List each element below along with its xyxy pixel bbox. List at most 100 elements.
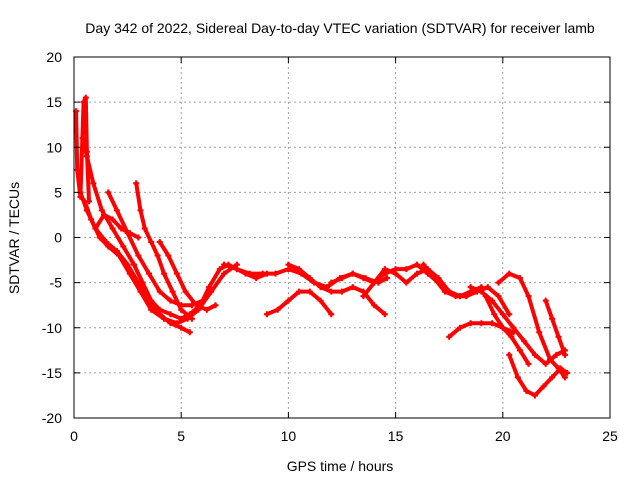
data-point-marker [328, 288, 335, 295]
data-point-marker [92, 225, 99, 232]
data-point-marker [489, 320, 496, 327]
series-line [286, 262, 387, 317]
data-point-marker [339, 288, 345, 295]
data-point-marker [495, 279, 502, 286]
data-point-marker [285, 261, 292, 268]
data-point-marker [414, 261, 421, 268]
data-point-marker [216, 266, 223, 273]
data-point-marker [371, 279, 378, 286]
data-point-marker [339, 275, 345, 282]
chart-title: Day 342 of 2022, Sidereal Day-to-day VTE… [85, 20, 595, 36]
data-point-marker [349, 270, 356, 277]
data-point-marker [431, 275, 438, 282]
data-point-marker [178, 324, 185, 331]
data-point-marker [221, 270, 228, 277]
data-point-marker [525, 360, 532, 367]
data-point-marker [555, 333, 562, 340]
data-point-marker [80, 99, 87, 106]
data-point-marker [148, 239, 155, 246]
series-sat-r [495, 270, 568, 381]
data-point-marker [169, 288, 176, 295]
data-point-marker [392, 270, 399, 277]
data-point-marker [173, 320, 180, 327]
y-tick-label: 5 [54, 184, 62, 200]
series-sat-t [542, 297, 568, 358]
data-point-marker [296, 288, 303, 295]
data-point-marker [521, 338, 528, 345]
data-point-marker [154, 252, 161, 259]
data-point-marker [148, 306, 155, 313]
data-point-marker [161, 270, 168, 277]
data-point-marker [540, 383, 547, 390]
data-point-marker [88, 216, 95, 223]
data-point-marker [141, 225, 148, 232]
data-point-marker [167, 297, 174, 304]
data-point-marker [221, 261, 228, 268]
data-point-marker [478, 320, 485, 327]
data-point-marker [105, 189, 112, 196]
data-point-marker [116, 252, 123, 259]
data-point-marker [516, 347, 523, 354]
data-point-marker [109, 216, 116, 223]
data-point-marker [83, 148, 90, 155]
data-point-marker [371, 302, 378, 309]
data-point-marker [514, 374, 521, 381]
series-sat-s [506, 351, 571, 399]
data-point-marker [212, 302, 219, 309]
data-point-marker [77, 193, 84, 200]
data-point-marker [441, 288, 448, 295]
data-point-marker [564, 369, 571, 376]
data-point-marker [360, 293, 367, 300]
x-tick-label: 25 [602, 428, 618, 444]
data-point-marker [542, 360, 549, 367]
series-line [483, 294, 531, 366]
data-point-marker [135, 252, 142, 259]
data-point-marker [467, 320, 474, 327]
data-point-marker [156, 288, 163, 295]
data-point-marker [536, 329, 543, 336]
data-point-marker [233, 266, 240, 273]
series-sat-f [156, 239, 219, 313]
data-point-marker [452, 293, 459, 300]
data-point-marker [306, 275, 313, 282]
data-point-marker [328, 279, 335, 286]
data-point-marker [135, 234, 142, 241]
data-point-marker [137, 207, 144, 214]
series-sat-k [285, 261, 388, 318]
data-point-marker [272, 270, 279, 277]
data-point-marker [206, 284, 213, 291]
data-point-marker [549, 315, 556, 322]
data-point-marker [82, 94, 89, 101]
data-point-marker [246, 270, 253, 277]
x-axis-label: GPS time / hours [287, 458, 394, 474]
data-point-marker [208, 288, 215, 295]
data-point-marker [146, 270, 153, 277]
tick-layer: 0 5 10 15 20 25 -20 -15 -10 -5 0 5 10 15 20 [42, 49, 618, 444]
data-point-marker [165, 252, 172, 259]
series-layer [73, 94, 571, 399]
series-sat-b [77, 189, 193, 336]
data-point-marker [126, 229, 133, 236]
data-point-marker [506, 270, 513, 277]
data-point-marker [484, 284, 491, 291]
data-point-marker [542, 297, 549, 304]
data-point-marker [557, 365, 564, 372]
data-point-marker [253, 275, 260, 282]
data-point-marker [131, 261, 138, 268]
data-point-marker [161, 315, 168, 322]
data-point-marker [523, 387, 530, 394]
data-point-marker [328, 311, 335, 318]
data-point-marker [546, 356, 553, 363]
data-point-marker [178, 306, 185, 313]
data-point-marker [489, 297, 496, 304]
y-tick-label: 20 [46, 49, 62, 65]
data-point-marker [506, 311, 513, 318]
y-tick-label: 15 [46, 94, 62, 110]
x-tick-label: 5 [177, 428, 185, 444]
data-point-marker [384, 275, 391, 282]
data-point-marker [467, 284, 474, 291]
data-point-marker [420, 261, 427, 268]
data-point-marker [561, 351, 568, 358]
data-point-marker [478, 288, 485, 295]
